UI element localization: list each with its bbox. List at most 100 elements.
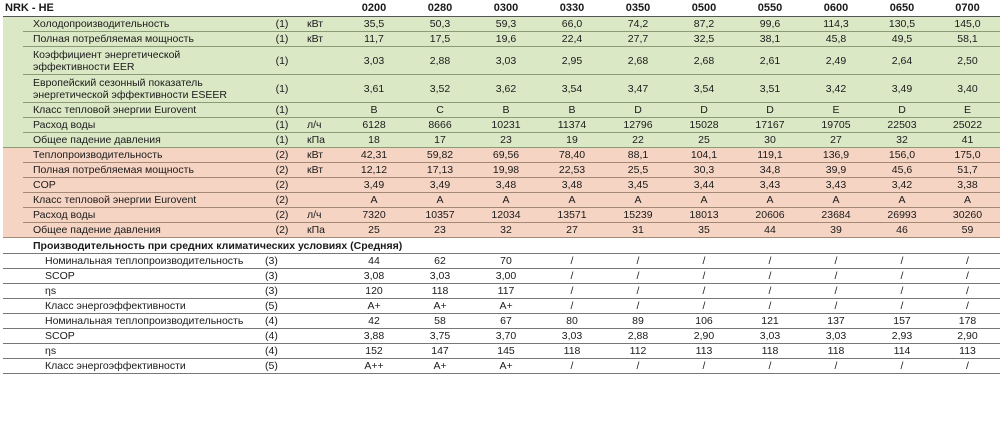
note-ref: (3) [263,253,301,269]
col-header: 0330 [539,0,606,17]
cell-value: 104,1 [671,147,738,163]
col-header: 0200 [341,0,408,17]
row-label: Класс энергоэффективности [23,298,263,314]
unit [301,343,342,359]
cell-value: 58 [407,313,474,329]
cell-value: 18 [341,132,408,148]
cell-value: 178 [935,313,1001,329]
cell-value: 32,5 [671,31,738,47]
col-header: 0350 [605,0,672,17]
cell-value: 19,98 [473,162,540,178]
cell-value: 3,49 [869,74,936,103]
cell-value: 3,49 [341,177,408,193]
cell-value: D [671,102,738,118]
cell-value: / [869,283,936,299]
table-row: SCOP (4) 3,88 3,75 3,70 3,03 2,88 2,90 3,03 3,03 2… [3,328,1001,344]
cell-value: / [935,358,1001,374]
spacer [3,268,23,284]
note-ref: (1) [263,117,301,133]
cell-value: 117 [473,283,540,299]
cell-value: 6128 [341,117,408,133]
row-label: Класс энергоэффективности [23,358,263,374]
cell-value: / [605,253,672,269]
cell-value: A [539,192,606,208]
cell-value: / [803,298,870,314]
cell-value: 3,49 [407,177,474,193]
cell-value: 3,51 [737,74,804,103]
cell-value: 118 [803,343,870,359]
table-row: Класс тепловой энергии Eurovent (2) A A A A A A… [3,192,1001,208]
cell-value: B [341,102,408,118]
cell-value: / [803,268,870,284]
cell-value: / [737,298,804,314]
cell-value: 78,40 [539,147,606,163]
col-header: 0650 [869,0,936,17]
cell-value: / [605,298,672,314]
cell-value: 25 [671,132,738,148]
spacer [3,343,23,359]
row-label: Холодопроизводительность [23,16,263,32]
cell-value: 15239 [605,207,672,223]
row-label: Европейский сезонный показатель энергети… [23,74,263,103]
cell-value: 49,5 [869,31,936,47]
row-label: SCOP [23,268,263,284]
row-label: Расход воды [23,117,263,133]
note-ref: (1) [263,16,301,32]
cell-value: B [473,102,540,118]
unit [301,298,342,314]
cell-value: 32 [473,222,540,238]
cell-value: 17,13 [407,162,474,178]
table-row: Общее падение давления (1) кПа 18 17 23 19 22 25… [3,132,1001,148]
row-label: Класс тепловой энергии Eurovent [23,102,263,118]
cell-value: / [737,268,804,284]
cell-value: A [407,192,474,208]
cell-value: 118 [737,343,804,359]
cell-value: 137 [803,313,870,329]
cell-value: D [605,102,672,118]
unit: л/ч [301,117,342,133]
cell-value: 10231 [473,117,540,133]
cell-value: 3,08 [341,268,408,284]
cell-value: 59,3 [473,16,540,32]
cell-value: 23684 [803,207,870,223]
cell-value: A [605,192,672,208]
cell-value: 2,95 [539,46,606,75]
unit [301,177,342,193]
note-ref: (3) [263,283,301,299]
heating-side-label: 40 °C / 45 °C [3,147,23,238]
cell-value: 99,6 [737,16,804,32]
cell-value: 3,48 [539,177,606,193]
row-label: Общее падение давления [23,132,263,148]
cell-value: 25 [341,222,408,238]
cell-value: B [539,102,606,118]
cell-value: D [869,102,936,118]
cell-value: 58,1 [935,31,1001,47]
cell-value: 3,03 [737,328,804,344]
cell-value: / [671,283,738,299]
note-ref: (1) [263,31,301,47]
unit: кПа [301,132,342,148]
unit [301,102,342,118]
cell-value: 45,6 [869,162,936,178]
cell-value: 8666 [407,117,474,133]
cell-value: / [803,283,870,299]
cell-value: 45,8 [803,31,870,47]
col-header: 0300 [473,0,540,17]
cell-value: 20606 [737,207,804,223]
cell-value: / [671,298,738,314]
cell-value: 62 [407,253,474,269]
cell-value: 69,56 [473,147,540,163]
row-label: SCOP [23,328,263,344]
section-title: Производительность при средних климатиче… [3,237,1001,254]
cell-value: D [737,102,804,118]
row-label: Общее падение давления [23,222,263,238]
col-header: 0600 [803,0,870,17]
cell-value: 152 [341,343,408,359]
cell-value: 2,49 [803,46,870,75]
cell-value: / [539,283,606,299]
table-body: NRK - HE 0200 0280 0300 0330 0350 0500 0… [3,0,1001,374]
table-row: Коэффициент энергетической эффективности… [3,46,1001,75]
cell-value: 42 [341,313,408,329]
unit [301,358,342,374]
cell-value: 3,52 [407,74,474,103]
